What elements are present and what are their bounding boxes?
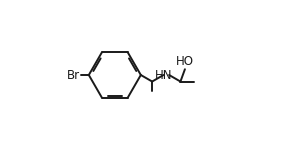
Text: HO: HO: [176, 55, 194, 68]
Text: HN: HN: [155, 69, 172, 81]
Text: Br: Br: [67, 69, 80, 81]
